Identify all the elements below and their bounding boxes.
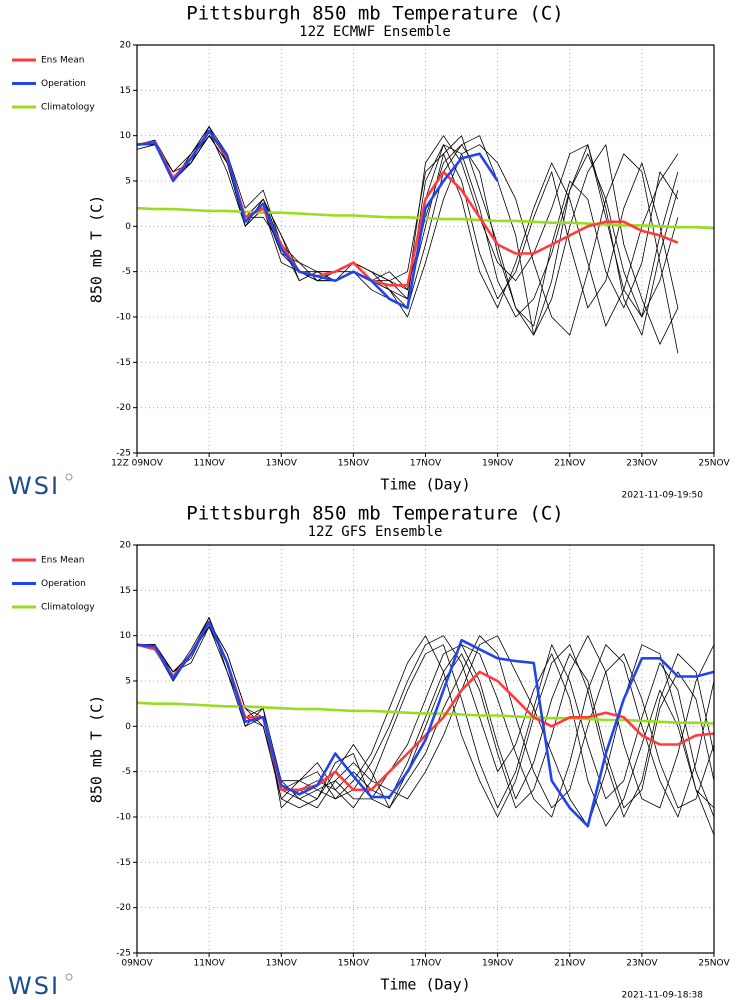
plot-frame (136, 544, 715, 954)
y-tick-label: -20 (116, 403, 131, 413)
x-axis-label: Time (Day) (380, 476, 470, 494)
ensemble-member (137, 621, 715, 827)
plot-frame (136, 44, 715, 454)
y-tick-label: 20 (120, 541, 132, 551)
y-tick-label: 10 (120, 631, 132, 641)
chart-subtitle: 12Z ECMWF Ensemble (299, 24, 451, 40)
x-tick-label: 25NOV (698, 459, 730, 469)
brand-logo: WSI (8, 472, 60, 500)
x-tick-label: 11NOV (193, 459, 225, 469)
series-line (136, 206, 715, 230)
legend-label: Ens Mean (41, 56, 84, 66)
timestamp: 2021-11-09-19:50 (622, 491, 704, 501)
x-tick-label: 11NOV (193, 959, 225, 969)
brand-mark (65, 473, 73, 481)
ensemble-member (137, 135, 679, 354)
ensemble-member (136, 126, 679, 327)
x-tick-label: 21NOV (554, 459, 586, 469)
y-tick-label: 0 (125, 722, 131, 732)
x-tick-label: 17NOV (410, 459, 442, 469)
chart-subtitle: 12Z GFS Ensemble (308, 524, 443, 540)
x-tick-label: 25NOV (698, 959, 730, 969)
y-tick-label: -10 (116, 313, 131, 323)
x-tick-label: 13NOV (266, 459, 298, 469)
legend-label: Operation (41, 79, 86, 89)
y-tick-label: -25 (116, 949, 131, 959)
series-line (136, 620, 715, 828)
y-tick-label: -10 (116, 813, 131, 823)
x-tick-label: 15NOV (338, 459, 370, 469)
ensemble-member (137, 135, 679, 327)
legend-label: Climatology (41, 603, 95, 613)
brand-logo: WSI (8, 972, 60, 1000)
ensemble-member (136, 626, 715, 818)
x-axis-label: Time (Day) (380, 976, 470, 994)
x-tick-label: 12Z 09NOV (111, 459, 164, 469)
y-tick-label: 0 (125, 222, 131, 232)
y-tick-label: 10 (120, 131, 132, 141)
x-tick-label: 19NOV (482, 459, 514, 469)
y-axis-label: 850 mb T (C) (88, 195, 106, 303)
y-tick-label: -20 (116, 903, 131, 913)
x-tick-label: 17NOV (410, 959, 442, 969)
x-tick-label: 09NOV (121, 959, 153, 969)
y-tick-label: 15 (120, 586, 131, 596)
x-tick-label: 23NOV (626, 959, 658, 969)
x-tick-label: 21NOV (554, 959, 586, 969)
x-tick-label: 13NOV (266, 959, 298, 969)
series-line (136, 129, 499, 310)
x-tick-label: 15NOV (338, 959, 370, 969)
x-tick-label: 19NOV (482, 959, 514, 969)
y-tick-label: -5 (122, 767, 131, 777)
y-tick-label: -15 (116, 858, 131, 868)
y-tick-label: 5 (125, 177, 131, 187)
ensemble-member (136, 126, 679, 318)
chart-title: Pittsburgh 850 mb Temperature (C) (186, 503, 564, 525)
y-tick-label: 20 (120, 41, 132, 51)
legend-label: Ens Mean (41, 556, 84, 566)
ensemble-member (137, 135, 679, 345)
chart-title: Pittsburgh 850 mb Temperature (C) (186, 3, 564, 25)
legend-label: Climatology (41, 103, 95, 113)
y-tick-label: -25 (116, 449, 131, 459)
timestamp: 2021-11-09-18:38 (622, 991, 704, 1000)
y-tick-label: -5 (122, 267, 131, 277)
y-axis-label: 850 mb T (C) (88, 695, 106, 803)
brand-mark (65, 973, 73, 981)
y-tick-label: 15 (120, 86, 131, 96)
x-tick-label: 23NOV (626, 459, 658, 469)
series-line (136, 129, 679, 287)
y-tick-label: 5 (125, 677, 131, 687)
y-tick-label: -15 (116, 358, 131, 368)
legend-label: Operation (41, 579, 86, 589)
